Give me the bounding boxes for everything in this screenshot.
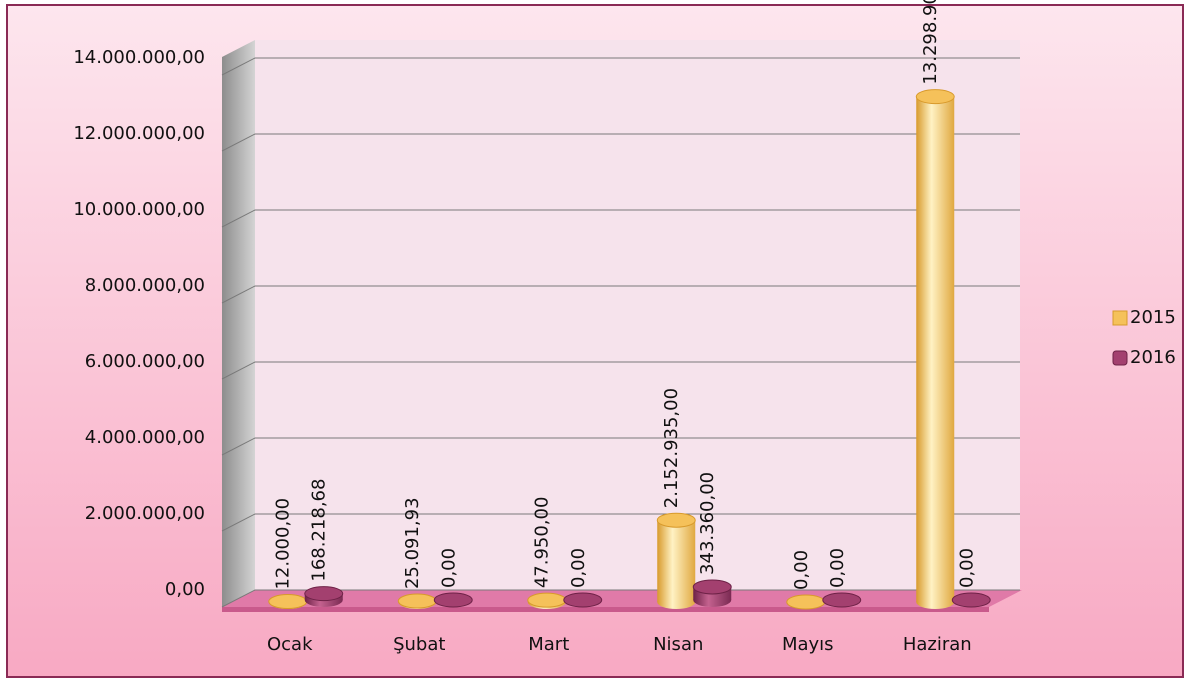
- value-label: 0,00: [791, 550, 812, 590]
- bar-top: [692, 579, 732, 595]
- y-tick-label: 12.000.000,00: [73, 123, 205, 144]
- back-wall: [255, 40, 1020, 590]
- value-label: 168.218,68: [309, 479, 330, 582]
- y-tick-label: 10.000.000,00: [73, 199, 205, 220]
- bar-top: [304, 586, 344, 602]
- bar-top: [433, 592, 473, 608]
- x-tick-label: Mayıs: [782, 634, 834, 655]
- grid-line: [221, 513, 1020, 532]
- grid-line: [221, 133, 1020, 152]
- value-label: 12.000,00: [273, 498, 294, 590]
- grid-line: [221, 57, 1020, 76]
- y-tick-label: 8.000.000,00: [85, 275, 205, 296]
- legend-swatch: [1112, 310, 1128, 326]
- value-label: 25.091,93: [402, 497, 423, 589]
- value-label: 0,00: [956, 548, 977, 588]
- value-label: 13.298.900,00: [920, 0, 941, 85]
- grid-line: [221, 209, 1020, 228]
- x-tick-label: Mart: [528, 634, 569, 655]
- x-tick-label: Haziran: [903, 634, 972, 655]
- x-tick-label: Nisan: [653, 634, 703, 655]
- value-label: 2.152.935,00: [661, 388, 682, 508]
- y-tick-label: 2.000.000,00: [85, 503, 205, 524]
- bar-top: [527, 592, 567, 608]
- bar: [657, 520, 696, 602]
- bar: [916, 96, 955, 603]
- legend-label: 2015: [1130, 307, 1176, 328]
- value-label: 0,00: [827, 548, 848, 588]
- x-tick-label: Ocak: [267, 634, 313, 655]
- side-wall: [222, 40, 255, 607]
- bar-top: [397, 593, 437, 609]
- bar-top: [915, 89, 955, 105]
- bar-top: [268, 594, 308, 610]
- floor-edge: [222, 607, 989, 612]
- grid-line: [221, 361, 1020, 380]
- bar-top: [656, 512, 696, 528]
- y-tick-label: 0,00: [165, 579, 205, 600]
- value-label: 47.950,00: [532, 497, 553, 589]
- bar-top: [563, 592, 603, 608]
- grid-line: [221, 589, 1020, 608]
- legend-swatch: [1112, 350, 1128, 366]
- grid-line: [221, 285, 1020, 304]
- bar-top: [786, 594, 826, 610]
- y-tick-label: 14.000.000,00: [73, 47, 205, 68]
- value-label: 0,00: [438, 548, 459, 588]
- x-tick-label: Şubat: [393, 634, 445, 655]
- value-label: 0,00: [568, 548, 589, 588]
- y-tick-label: 6.000.000,00: [85, 351, 205, 372]
- value-label: 343.360,00: [697, 472, 718, 575]
- legend-label: 2016: [1130, 347, 1176, 368]
- bar-top: [951, 592, 991, 608]
- y-tick-label: 4.000.000,00: [85, 427, 205, 448]
- grid-line: [221, 437, 1020, 456]
- bar-top: [822, 592, 862, 608]
